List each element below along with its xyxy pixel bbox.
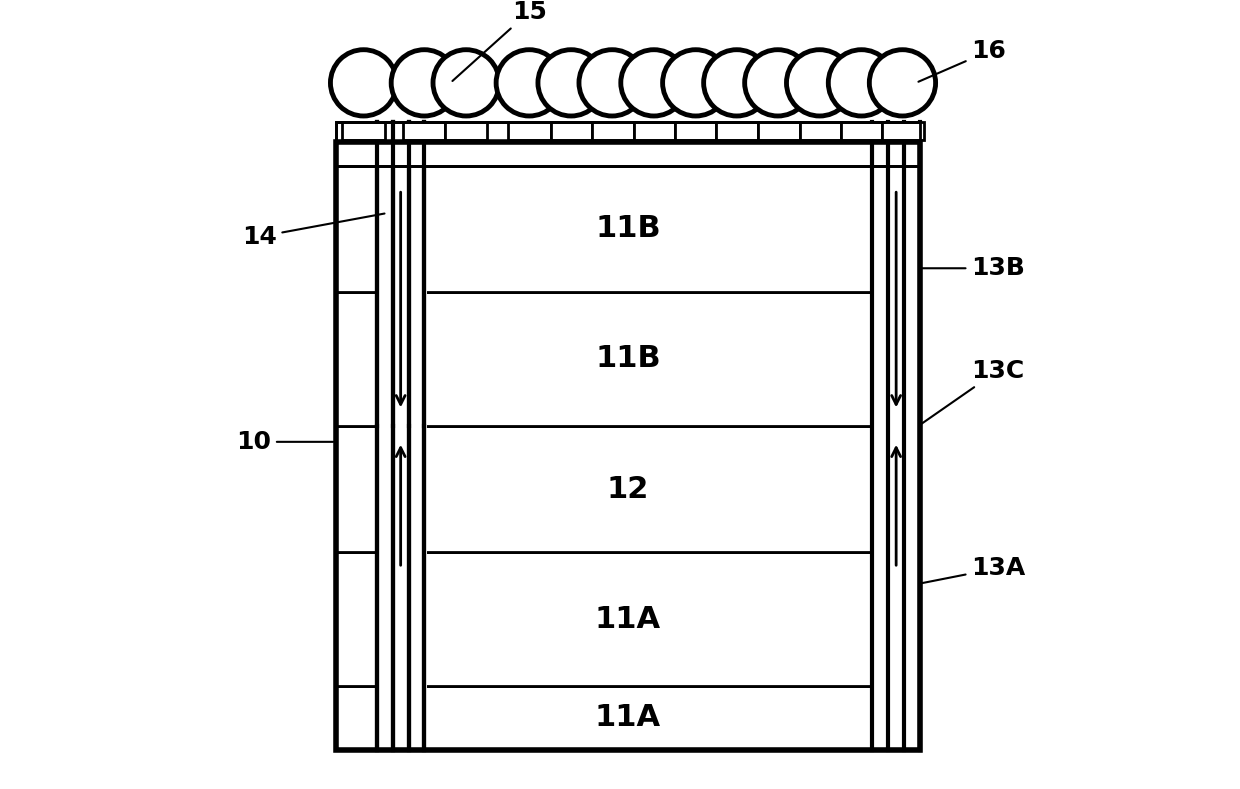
Circle shape bbox=[621, 50, 687, 116]
Bar bbox=[593, 122, 634, 140]
Circle shape bbox=[330, 50, 397, 116]
Bar bbox=[758, 122, 800, 140]
Text: 11B: 11B bbox=[595, 345, 661, 373]
Bar bbox=[336, 122, 920, 166]
Bar bbox=[336, 122, 920, 166]
Bar bbox=[336, 292, 920, 426]
Circle shape bbox=[496, 50, 563, 116]
Bar bbox=[800, 122, 841, 140]
Bar bbox=[634, 122, 676, 140]
Text: 11A: 11A bbox=[595, 605, 661, 634]
Text: 14: 14 bbox=[242, 214, 384, 249]
Text: 15: 15 bbox=[453, 0, 547, 81]
Bar bbox=[336, 166, 920, 292]
Circle shape bbox=[745, 50, 811, 116]
Text: 10: 10 bbox=[237, 430, 334, 454]
Circle shape bbox=[828, 50, 894, 116]
Circle shape bbox=[662, 50, 729, 116]
Text: 11A: 11A bbox=[595, 704, 661, 732]
Circle shape bbox=[433, 50, 500, 116]
Bar bbox=[336, 426, 920, 552]
Circle shape bbox=[579, 50, 645, 116]
Text: 16: 16 bbox=[919, 39, 1006, 82]
Bar bbox=[403, 122, 445, 140]
Bar bbox=[445, 122, 487, 140]
Text: 11B: 11B bbox=[595, 215, 661, 243]
Bar bbox=[882, 122, 924, 140]
Circle shape bbox=[391, 50, 458, 116]
Bar bbox=[717, 122, 758, 140]
Circle shape bbox=[703, 50, 770, 116]
Text: 13A: 13A bbox=[921, 556, 1025, 583]
Circle shape bbox=[786, 50, 853, 116]
Bar bbox=[374, 122, 427, 750]
Bar bbox=[336, 686, 920, 750]
Bar bbox=[508, 122, 551, 140]
Bar bbox=[342, 122, 384, 140]
Bar bbox=[841, 122, 882, 140]
Bar bbox=[676, 122, 717, 140]
Circle shape bbox=[538, 50, 604, 116]
Text: 13B: 13B bbox=[921, 256, 1025, 280]
Circle shape bbox=[869, 50, 936, 116]
Bar bbox=[551, 122, 593, 140]
Bar bbox=[870, 122, 923, 750]
Text: 12: 12 bbox=[606, 475, 649, 503]
Bar bbox=[336, 552, 920, 686]
Bar bbox=[336, 142, 920, 750]
Text: 13C: 13C bbox=[920, 359, 1024, 424]
